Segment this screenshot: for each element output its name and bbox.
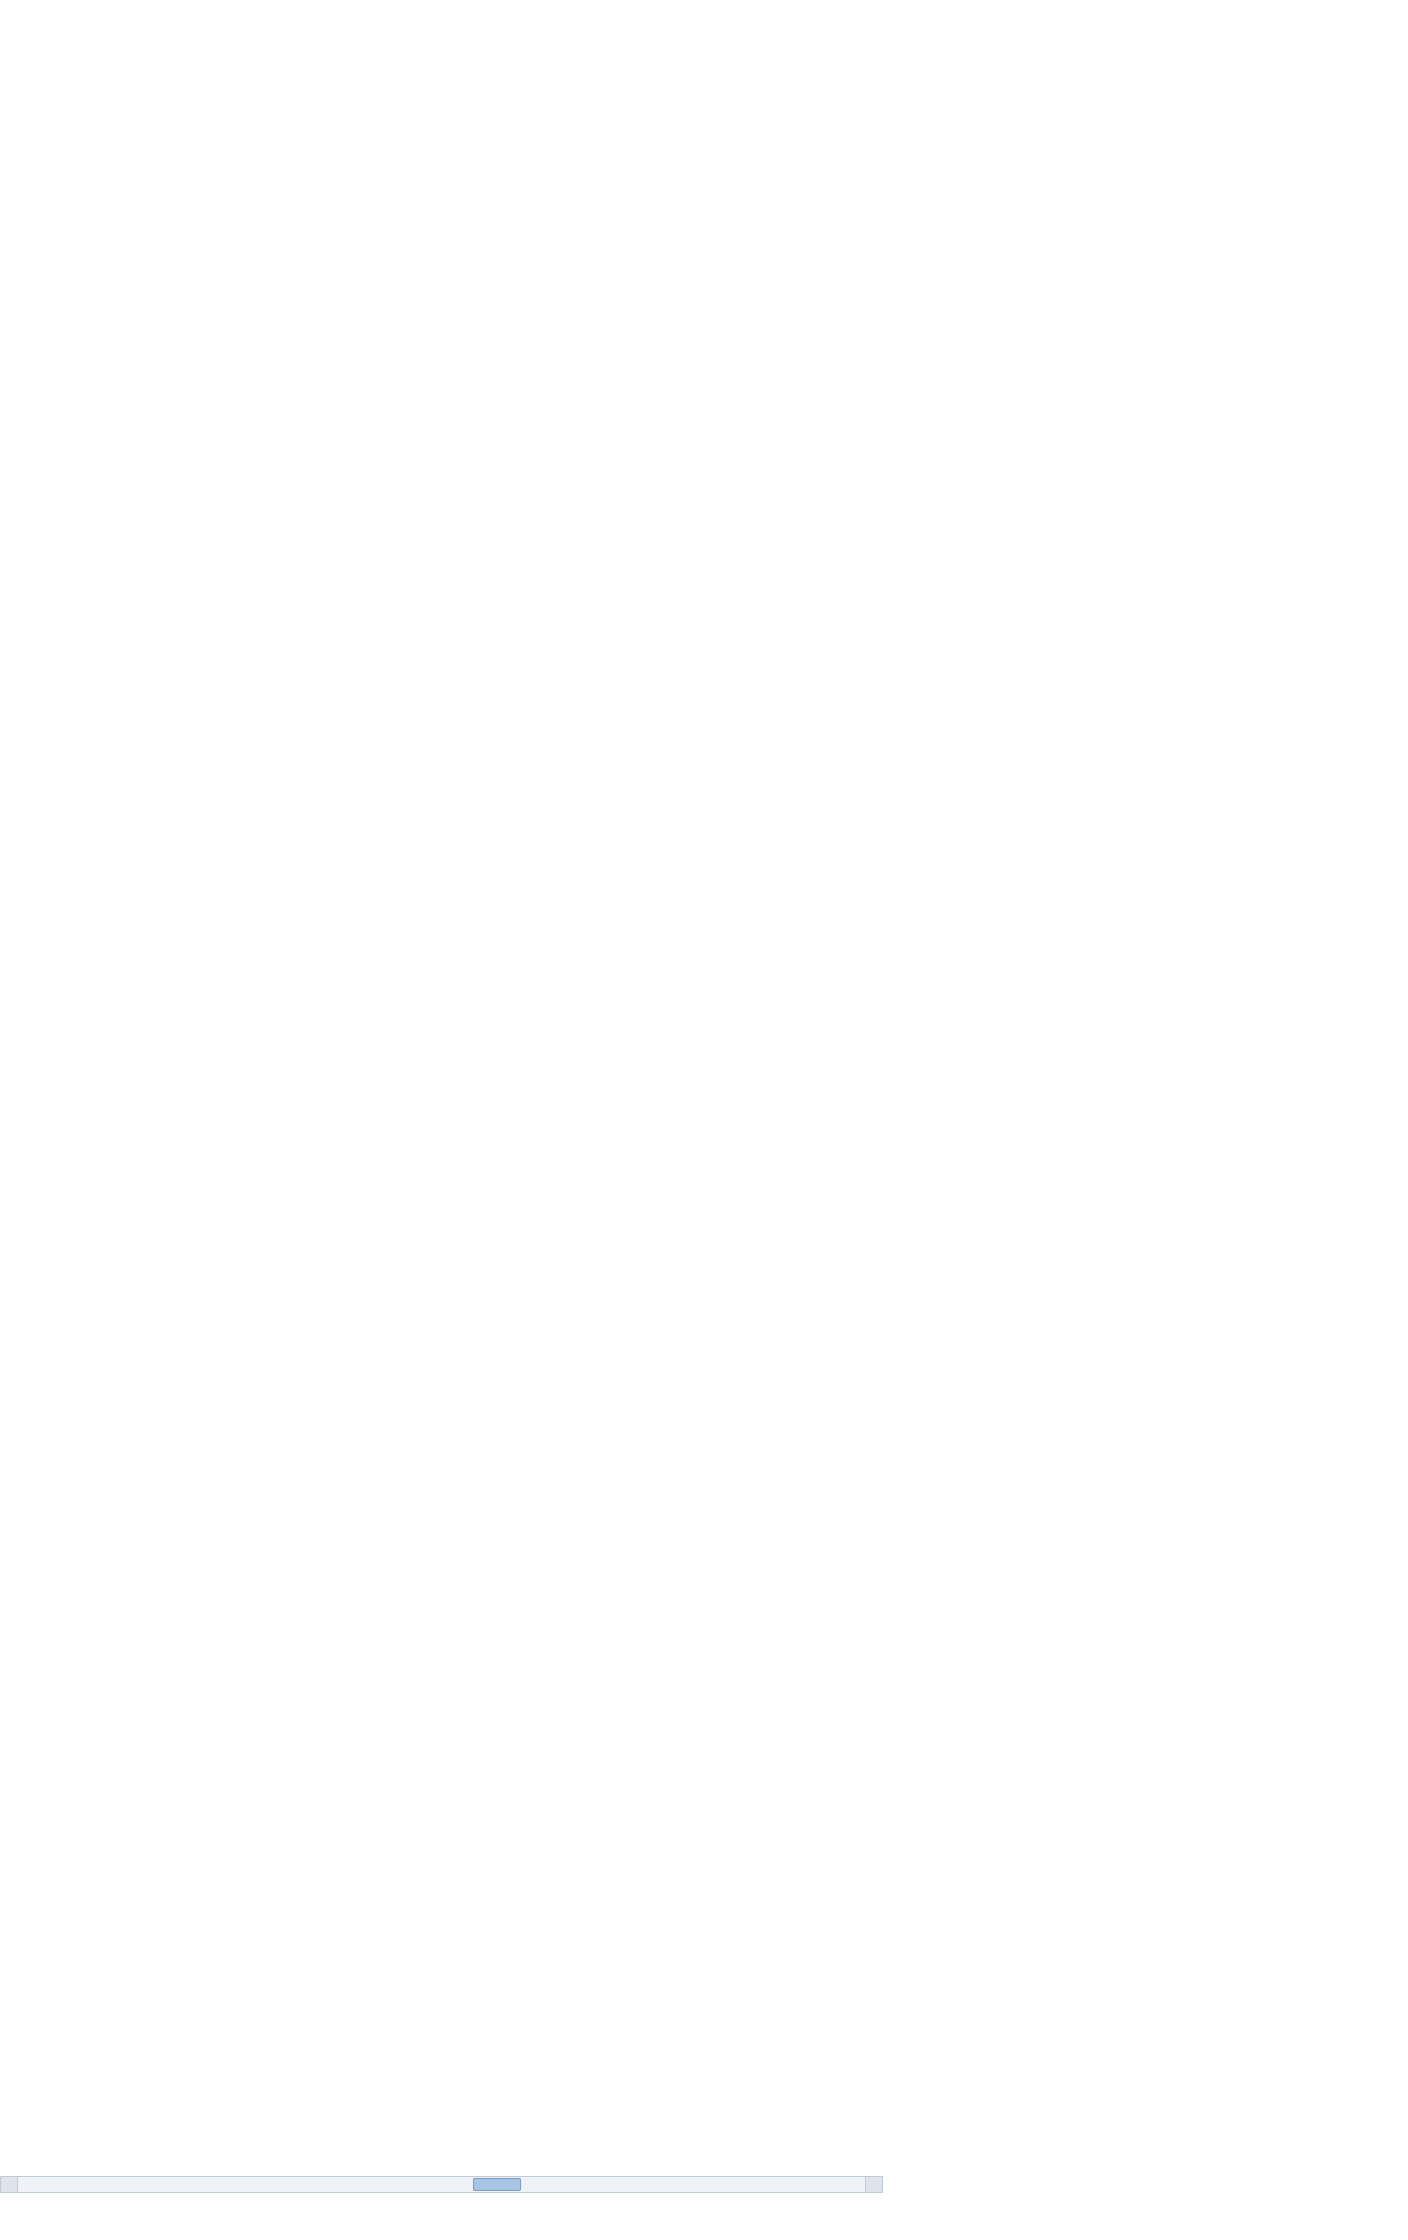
scroll-left-button[interactable] — [1, 2177, 18, 2192]
scroll-right-button[interactable] — [865, 2177, 882, 2192]
horizontal-scrollbar[interactable] — [0, 2176, 883, 2193]
scrollbar-track[interactable] — [18, 2177, 865, 2192]
scrollbar-thumb[interactable] — [473, 2178, 521, 2191]
dollar-nikkei-daily-chart-canvas[interactable] — [0, 0, 300, 150]
dollar-nikkei-daily-chart — [0, 0, 300, 150]
